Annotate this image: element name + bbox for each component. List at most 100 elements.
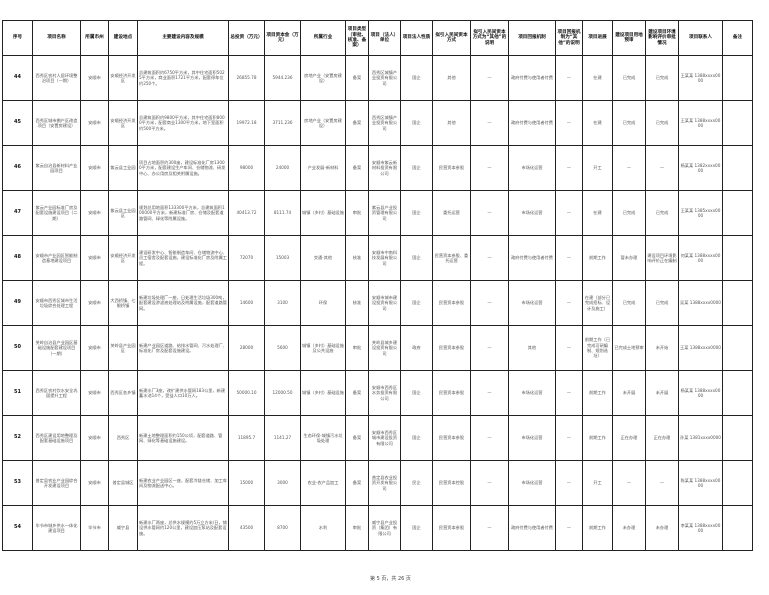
table-cell: 8700 — [264, 505, 301, 551]
table-cell: 备案 — [345, 370, 369, 416]
table-cell — [722, 415, 753, 461]
table-cell: 安顺经济开发区 — [108, 100, 138, 146]
table-cell: 何某某 1388xxxx0000 — [678, 235, 723, 281]
table-cell: 交通-其他 — [300, 235, 346, 281]
table-cell: 王某 1388xxxx0000 — [678, 325, 723, 371]
table-cell: 国企 — [400, 235, 433, 281]
table-cell: 安顺经济开发区 — [108, 55, 138, 101]
table-cell: 已完成 — [645, 55, 679, 101]
table-cell — [722, 325, 753, 371]
table-cell: 国企 — [400, 370, 433, 416]
table-cell — [722, 145, 753, 191]
table-cell: — — [555, 235, 583, 281]
table-cell: 47 — [2, 190, 33, 236]
table-cell: 房地产业（安置房建设） — [300, 55, 346, 101]
table-cell: 审批 — [345, 190, 369, 236]
table-cell: 其他 — [432, 100, 471, 146]
column-header: 项目（法人）单位 — [368, 20, 401, 56]
table-cell: 8111.74 — [264, 190, 301, 236]
table-cell: 孙某 1381xxxx0000 — [678, 415, 723, 461]
table-cell: 市场化运营 — [508, 280, 556, 326]
table-cell: — — [555, 325, 583, 371]
table-cell: 安顺市 — [80, 415, 109, 461]
table-cell: 政府付费与使用者付费 — [508, 100, 556, 146]
table-cell: 已完成 — [645, 100, 679, 146]
column-header: 项目法人性质 — [400, 20, 433, 56]
table-cell: 备案 — [345, 100, 369, 146]
table-cell: 1141.27 — [264, 415, 301, 461]
column-header: 建设项目用地预审 — [612, 20, 646, 56]
table-cell: 46 — [2, 145, 33, 191]
column-header: 项目联系人 — [678, 20, 723, 56]
table-cell: 核准 — [345, 235, 369, 281]
table-cell: 前期工作 — [582, 505, 613, 551]
table-cell: — — [555, 190, 583, 236]
table-cell: 项目占地面积约300亩，建设标准化厂房13000平方米，配套建设生产车间、仓储物… — [137, 145, 229, 191]
table-cell: 王某某 1388xxxx0000 — [678, 100, 723, 146]
table-cell: 民营资本控股 — [432, 460, 471, 506]
table-cell: 民营资本参股 — [432, 280, 471, 326]
table-cell: 委托运营 — [432, 190, 471, 236]
table-cell: — — [470, 190, 509, 236]
table-cell: 正在办理 — [612, 415, 646, 461]
table-cell: — — [470, 280, 509, 326]
table-cell: 暂未办理 — [612, 235, 646, 281]
table-cell: 15000 — [228, 460, 265, 506]
table-cell: 44 — [2, 55, 33, 101]
table-cell: 市场化运营 — [508, 145, 556, 191]
table-cell: 5600 — [264, 325, 301, 371]
table-row: 49 安顺市西秀区城市生活垃圾综合处理工程 安顺市 大西桥镇、七眼桥镇 新建垃圾处理厂一… — [2, 280, 753, 326]
table-row: 47 紫云产业园标准厂房及配套设施建设项目（二期） 安顺市 紫云县工业园区 规划总用地面… — [2, 190, 753, 236]
table-cell: — — [470, 325, 509, 371]
column-header: 项目类型（审批、核准、备案） — [345, 20, 369, 56]
table-cell: 吴某 1388xxxx0000 — [678, 280, 723, 326]
column-header: 所属市州 — [80, 20, 109, 56]
table-cell: 备案 — [345, 145, 369, 191]
table-cell: 杨某某 1382xxxx0000 — [678, 145, 723, 191]
column-header: 序号 — [2, 20, 33, 56]
table-cell: 国企 — [400, 505, 433, 551]
table-cell: — — [555, 280, 583, 326]
table-cell: 建设研发中心、智能制造车间、仓储物流中心、员工宿舍及配套设施，建设标准化厂房及附… — [137, 235, 229, 281]
table-cell: — — [555, 505, 583, 551]
table-cell: 5944.236 — [264, 55, 301, 101]
table-cell: 审批 — [345, 325, 369, 371]
table-cell: 政府付费与使用者付费 — [508, 505, 556, 551]
table-cell: 3000 — [264, 460, 301, 506]
table-cell: 陈某某 1388xxxx0000 — [678, 460, 723, 506]
table-cell: 新建水厂3座，改扩建供水管网183公里，新建蓄水池14个，受益人口10万人。 — [137, 370, 229, 416]
table-cell: 毕节市城乡供水一体化建设项目 — [32, 505, 81, 551]
table-cell: 政府付费与使用者付费 — [508, 55, 556, 101]
table-cell: 19972.18 — [228, 100, 265, 146]
table-cell: 未开展 — [612, 370, 646, 416]
table-cell: 威宁县 — [108, 505, 138, 551]
table-cell: 西秀区 — [108, 415, 138, 461]
table-row: 51 西秀区农村饮水安全巩固提升工程 安顺市 西秀区各乡镇 新建水厂3座，改扩建供水管网… — [2, 370, 753, 416]
table-cell: 普定县农业投资开发有限公司 — [368, 460, 401, 506]
table-cell: — — [555, 370, 583, 416]
table-cell: 已完成土地预审 — [612, 325, 646, 371]
table-row: 48 安顺市产业园区智能制造基地建设项目 安顺市 安顺经济开发区 建设研发中心、智能制造… — [2, 235, 753, 281]
table-row: 50 关岭自治县产业园区基础设施配套建设项目（一期） 安顺市 关岭县产业园区 新建产业园… — [2, 325, 753, 371]
table-cell: 安顺市 — [80, 145, 109, 191]
table-cell: 安顺市紫云新材料投资有限公司 — [368, 145, 401, 191]
table-cell: 45 — [2, 100, 33, 146]
project-table: 序号 项目名称 所属市州 建设地点 主要建设内容及规模 总投资（万元） 项目资本金（万元）所… — [2, 20, 753, 551]
table-cell: 紫云县工业园区 — [108, 190, 138, 236]
table-cell: 50000.10 — [228, 370, 265, 416]
table-cell: 新建土地整理面积约150公顷，配套道路、管网、绿化等基础设施建设。 — [137, 415, 229, 461]
table-cell: 民营资本参股 — [432, 370, 471, 416]
table-cell: 安顺市 — [80, 460, 109, 506]
table-cell: 72070 — [228, 235, 265, 281]
table-cell: 其他 — [508, 325, 556, 371]
table-cell: — — [470, 370, 509, 416]
table-cell: 关岭自治县产业园区基础设施配套建设项目（一期） — [32, 325, 81, 371]
table-cell: 新建农业产业园区一座，配套冷链仓储、加工车间及物流配送中心。 — [137, 460, 229, 506]
table-cell: 98000 — [228, 145, 265, 191]
table-cell: 总建筑面积约9800平方米，其中住宅面积8000平方米，配套商业1300平方米，… — [137, 100, 229, 146]
table-cell: 国企 — [400, 55, 433, 101]
table-cell: 前期工作 — [582, 235, 613, 281]
table-cell: 普定县农业产业园综合开发建设项目 — [32, 460, 81, 506]
table-cell: 国企 — [400, 100, 433, 146]
table-cell: 26855.78 — [228, 55, 265, 101]
